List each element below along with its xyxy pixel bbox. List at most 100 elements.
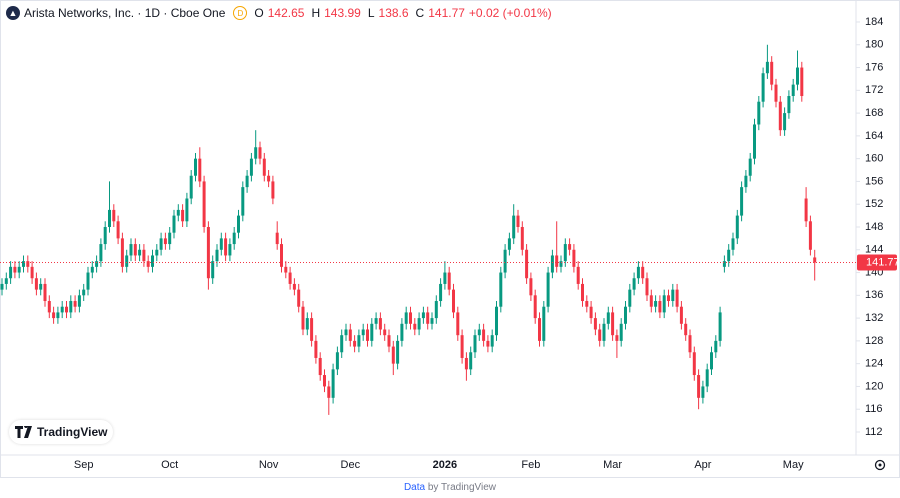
candle-body	[413, 323, 417, 330]
candle-body	[559, 261, 563, 267]
candle-body	[404, 312, 408, 324]
candle-body	[245, 175, 249, 188]
change: +0.02 (+0.01%)	[468, 6, 552, 20]
candle-body	[237, 215, 240, 233]
candle-body	[378, 318, 382, 330]
delayed-icon: D	[233, 6, 248, 20]
candle-body	[215, 249, 219, 262]
candle-body	[194, 158, 197, 176]
x-tick-label: Nov	[259, 459, 279, 471]
candle-body	[735, 215, 739, 239]
candle-body	[748, 158, 752, 176]
candle-body	[262, 158, 266, 176]
candle-body	[430, 318, 434, 324]
candle-body	[486, 340, 490, 347]
gear-center[interactable]	[878, 463, 882, 467]
candle-body	[155, 249, 159, 256]
candle-body	[26, 261, 30, 267]
candle-body	[335, 352, 339, 370]
brand-name[interactable]: TradingView	[37, 425, 108, 439]
candle-body	[383, 329, 387, 336]
ohlc-key: C	[415, 6, 425, 20]
candle-body	[327, 386, 331, 398]
candle-body	[43, 283, 47, 302]
candle-body	[370, 323, 374, 341]
candle-body	[30, 266, 34, 279]
candle-body	[447, 272, 451, 290]
candle-body	[568, 244, 572, 250]
candle-body	[47, 301, 51, 313]
candle-body	[138, 249, 142, 256]
candle-body	[9, 266, 13, 279]
candle-body	[361, 329, 365, 336]
candle-body	[176, 209, 180, 216]
candle-body	[654, 301, 658, 307]
candle-body	[65, 306, 68, 313]
candle-body	[645, 278, 649, 296]
candle-body	[108, 209, 111, 227]
brand-badge[interactable]: TradingView	[9, 420, 114, 444]
candle-body	[344, 329, 348, 336]
candle-body	[791, 84, 795, 97]
candle-body	[17, 266, 21, 273]
y-tick-label: 156	[865, 175, 883, 187]
candle-body	[722, 261, 726, 267]
settings-icon[interactable]	[874, 459, 886, 471]
candle-body	[275, 232, 279, 245]
candle-body	[469, 352, 473, 370]
candle-body	[241, 187, 245, 216]
candle-body	[667, 295, 670, 302]
candle-body	[688, 335, 692, 353]
candle-body	[671, 289, 675, 302]
x-tick-label: Mar	[603, 459, 622, 471]
y-tick-label: 152	[865, 198, 883, 210]
candle-body	[434, 301, 438, 319]
candle-body	[701, 386, 705, 398]
candle-body	[103, 226, 107, 245]
candle-body	[151, 255, 154, 267]
candle-body	[421, 312, 425, 319]
candle-body	[641, 266, 645, 279]
candle-body	[120, 238, 124, 267]
candle-body	[39, 283, 43, 290]
candle-body	[305, 318, 309, 330]
candle-body	[490, 335, 494, 347]
candle-body	[73, 301, 77, 307]
y-tick-label: 132	[865, 312, 883, 324]
candle-body	[292, 283, 296, 290]
candle-body	[280, 244, 283, 267]
candle-body	[185, 198, 189, 222]
y-tick-label: 180	[865, 39, 883, 51]
candle-body	[555, 255, 559, 267]
candle-body	[267, 175, 271, 182]
candle-body	[258, 147, 262, 159]
candle-body	[348, 329, 352, 341]
legend-header: ▲ Arista Networks, Inc. · 1D · Cboe One …	[6, 4, 552, 22]
ohlc-key: L	[367, 6, 375, 20]
candle-body	[301, 306, 305, 330]
candle-body	[499, 272, 503, 307]
candle-body	[585, 301, 589, 307]
candle-body	[417, 318, 421, 330]
gear[interactable]	[874, 459, 886, 471]
y-tick-label: 164	[865, 130, 883, 142]
data-link[interactable]: Data	[403, 482, 426, 493]
candle-body	[533, 295, 537, 319]
candle-body	[181, 209, 185, 222]
candle-body	[525, 249, 529, 279]
candle-body	[142, 249, 146, 262]
candle-body	[228, 244, 232, 256]
candle-body	[473, 335, 477, 353]
candle-body	[808, 221, 812, 250]
candle-body	[99, 244, 103, 262]
candle-body	[538, 318, 541, 341]
candle-body	[409, 312, 412, 324]
candle-body	[813, 257, 817, 263]
candle-body	[460, 335, 464, 358]
y-tick-label: 136	[865, 289, 883, 301]
candle-body	[765, 61, 769, 74]
candle-body	[624, 306, 627, 324]
candle-body	[611, 312, 615, 336]
ohlc-value: 138.6	[378, 6, 409, 20]
